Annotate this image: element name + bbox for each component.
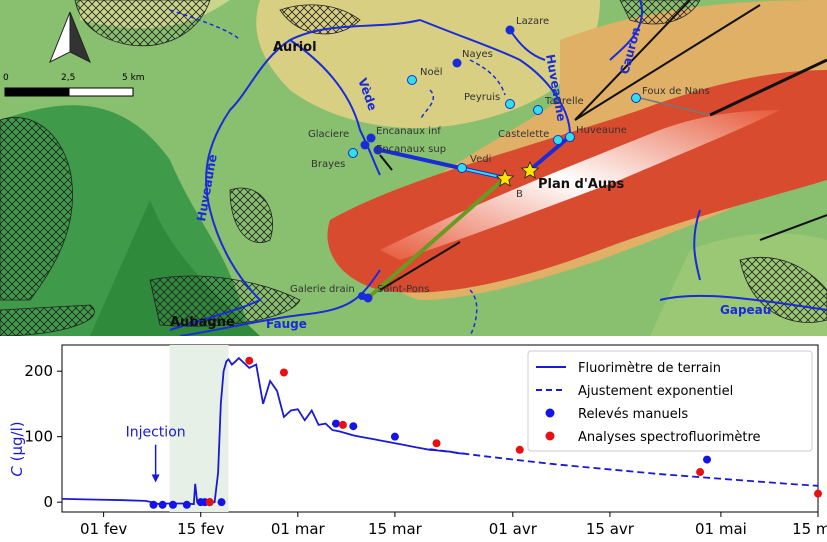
point-spectro xyxy=(338,420,347,429)
label-noel: Noël xyxy=(420,67,443,78)
point-manual xyxy=(149,500,158,509)
site-castelette[interactable] xyxy=(553,135,563,145)
legend-marker xyxy=(545,431,555,441)
site-encanaux-sup[interactable] xyxy=(373,145,383,155)
site-vedi[interactable] xyxy=(457,163,467,173)
injection-annotation: Injection xyxy=(126,425,186,441)
point-spectro xyxy=(814,489,822,498)
label-brayes: Brayes xyxy=(311,159,345,170)
shaded-period xyxy=(169,345,229,512)
site-markers xyxy=(348,25,641,303)
x-tick-label: 01 mai xyxy=(695,520,747,538)
scale-label-0: 0 xyxy=(3,73,9,83)
site-galerie-drain[interactable] xyxy=(358,292,366,300)
x-tick-label: 15 avr xyxy=(586,520,635,538)
label-peyruis: Peyruis xyxy=(464,92,500,103)
legend-box xyxy=(527,350,813,452)
label-encanaux-sup: Encanaux sup xyxy=(376,144,446,155)
site-noel[interactable] xyxy=(407,75,417,85)
legend-label: Fluorimètre de terrain xyxy=(578,361,721,376)
point-spectro xyxy=(515,445,524,454)
legend-label: Relevés manuels xyxy=(578,407,688,422)
series-field-fluorimeter xyxy=(61,356,465,506)
y-tick-label: 0 xyxy=(43,493,53,511)
label-foux-de-nans: Foux de Nans xyxy=(642,86,710,97)
y-axis-label: C (μg/l) xyxy=(8,421,26,476)
label-galerie-drain: Galerie drain xyxy=(290,284,355,295)
x-tick-label: 15 mar xyxy=(368,520,423,538)
point-spectro xyxy=(205,498,214,507)
point-manual xyxy=(703,455,712,464)
label-saint-pons: Saint-Pons xyxy=(377,284,429,295)
site-taurelle[interactable] xyxy=(533,105,543,115)
x-tick-label: 01 avr xyxy=(489,520,538,538)
site-nayes[interactable] xyxy=(452,58,462,68)
chart-canvas: 01 fev 15 fev 01 mar 15 mar 01 avr 15 avr 01 m… xyxy=(8,344,827,538)
temporary-streams xyxy=(169,9,506,336)
injection-arrowhead xyxy=(151,474,160,483)
site-lazare[interactable] xyxy=(505,25,515,35)
label-encanaux-inf: Encanaux inf xyxy=(376,126,441,137)
label-injection-b: B xyxy=(516,189,523,200)
injection-stars xyxy=(495,160,540,187)
label-huveaune-site: Huveaune xyxy=(576,125,627,136)
point-manual xyxy=(331,419,340,428)
point-manual xyxy=(349,422,358,431)
point-spectro xyxy=(432,439,441,448)
point-spectro xyxy=(245,356,254,365)
injection-star-1[interactable] xyxy=(495,168,515,187)
label-lazare: Lazare xyxy=(516,16,549,27)
site-encanaux-inf[interactable] xyxy=(366,133,376,143)
label-aubagne: Aubagne xyxy=(170,315,235,330)
map-canvas: Auriol Aubagne Plan d'Aups Huveaune Huve… xyxy=(0,0,827,336)
site-foux-de-nans[interactable] xyxy=(631,93,641,103)
label-river-fauge: Fauge xyxy=(266,317,307,331)
legend-label: Analyses spectrofluorimètre xyxy=(578,430,761,445)
karst-outcrops xyxy=(0,0,827,336)
legend-label: Ajustement exponentiel xyxy=(578,384,733,399)
site-brayes[interactable] xyxy=(348,148,358,158)
series-exponential-fit xyxy=(429,448,819,487)
site-peyruis[interactable] xyxy=(505,99,515,109)
point-manual xyxy=(158,500,167,509)
label-plan-daups: Plan d'Aups xyxy=(538,177,624,192)
x-tick-label: 01 fev xyxy=(80,520,127,538)
point-manual xyxy=(217,498,226,507)
point-manual xyxy=(168,500,177,509)
terrain-plateau xyxy=(256,0,600,129)
legend-marker xyxy=(545,408,555,418)
breakthrough-chart: 01 fev 15 fev 01 mar 15 mar 01 avr 15 avr 01 m… xyxy=(0,337,827,542)
scale-bar: 0 2,5 5 km xyxy=(3,73,145,97)
site-huveaune-spring[interactable] xyxy=(565,132,575,142)
river-network xyxy=(169,0,827,336)
scale-label-2-5: 2,5 xyxy=(61,73,75,83)
hydrogeological-map: Auriol Aubagne Plan d'Aups Huveaune Huve… xyxy=(0,0,827,336)
injection-star-2[interactable] xyxy=(520,160,540,179)
point-manual xyxy=(182,500,191,509)
site-glaciere[interactable] xyxy=(360,140,370,150)
label-nayes: Nayes xyxy=(462,49,493,60)
y-tick-label: 200 xyxy=(24,362,53,380)
label-river-gapeau: Gapeau xyxy=(720,303,771,317)
x-tick-label: 01 mar xyxy=(271,520,326,538)
label-vedi: Vedi xyxy=(470,154,491,165)
scale-label-5km: 5 km xyxy=(122,73,145,83)
point-manual xyxy=(390,432,399,441)
label-glaciere: Glaciere xyxy=(308,129,349,140)
label-taurelle: Taurelle xyxy=(544,96,584,107)
label-castelette: Castelette xyxy=(498,129,549,140)
north-arrow-icon xyxy=(49,11,91,64)
x-tick-label: 15 mai xyxy=(792,520,827,538)
plot-frame xyxy=(61,344,819,513)
point-spectro xyxy=(696,468,705,477)
legend: Fluorimètre de terrain Ajustement exponen… xyxy=(527,350,813,452)
x-tick-label: 15 fev xyxy=(177,520,224,538)
sainte-baume-ridge xyxy=(380,110,780,260)
point-spectro xyxy=(279,368,288,377)
label-auriol: Auriol xyxy=(273,40,317,55)
y-tick-label: 100 xyxy=(24,428,53,446)
